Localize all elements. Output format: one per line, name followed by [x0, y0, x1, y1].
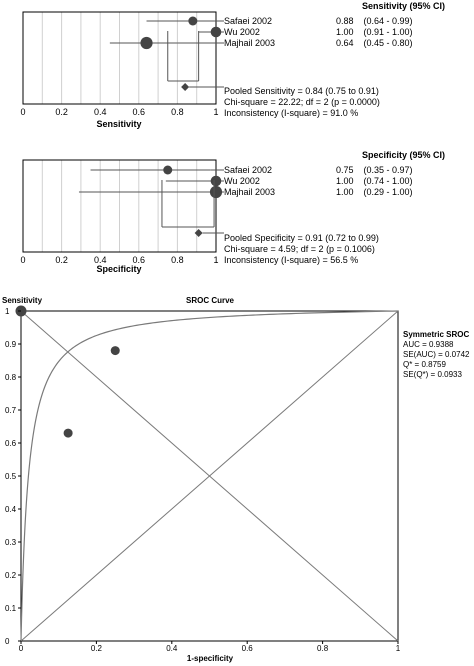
sroc-title: SROC Curve: [186, 296, 235, 305]
sensitivity-tick-labels: 0 0.2 0.4 0.6 0.8 1: [20, 107, 218, 117]
spec-tick-label: 0.6: [133, 255, 146, 265]
sroc-y-tick-label: 0.2: [5, 571, 17, 580]
sroc-y-tick-label: 0: [5, 637, 10, 646]
spec-chisq-text: Chi-square = 4.59; df = 2 (p = 0.1006): [224, 244, 375, 254]
sens-tick-label: 0.6: [133, 107, 146, 117]
sensitivity-marks: [109, 16, 224, 91]
sroc-symmetry-line: [20, 310, 399, 642]
sensitivity-forest-plot: 0 0.2 0.4 0.6 0.8 1 Sensitivity Sensitivity (…: [20, 1, 445, 129]
sens-study-ci-2: 1.00 (0.91 - 1.00): [336, 27, 413, 37]
spec-tick-label: 0.2: [55, 255, 68, 265]
sroc-x-tick-label: 0.4: [166, 644, 178, 653]
sroc-y-tick-label: 0.3: [5, 538, 17, 547]
spec-study-point: [210, 175, 222, 187]
sensitivity-gridlines: [41, 12, 198, 104]
sroc-plot: 0 0.2 0.4 0.6 0.8 1 0 0.1 0.2 0.3 0.4 0.5 0.6 0.7 0.8 0…: [2, 296, 470, 663]
sroc-x-tick-label: 0: [19, 644, 24, 653]
spec-study-label-3: Majhail 2003: [224, 187, 275, 197]
sroc-x-tick-label: 0.6: [242, 644, 254, 653]
sroc-tick-labels: 0 0.2 0.4 0.6 0.8 1 0 0.1 0.2 0.3 0.4 0.5 0.6 0.7 0.8 0…: [5, 307, 401, 653]
sroc-y-tick-label: 0.8: [5, 373, 17, 382]
spec-study-label-1: Safaei 2002: [224, 165, 272, 175]
sroc-y-tick-label: 0.5: [5, 472, 17, 481]
spec-tick-label: 1: [213, 255, 218, 265]
sroc-study-point: [63, 428, 73, 438]
sroc-y-axis-label: Sensitivity: [2, 296, 43, 305]
specificity-ci-header: Specificity (95% CI): [362, 150, 445, 160]
sens-pooled-text: Pooled Sensitivity = 0.84 (0.75 to 0.91): [224, 86, 379, 96]
specificity-tick-labels: 0 0.2 0.4 0.6 0.8 1: [20, 255, 218, 265]
sens-study-label-3: Majhail 2003: [224, 38, 275, 48]
spec-tick-label: 0.4: [94, 255, 107, 265]
sroc-points: [15, 305, 120, 438]
sensitivity-axis-label: Sensitivity: [96, 119, 141, 129]
sroc-auc: AUC = 0.9388: [403, 340, 454, 349]
specificity-plot-frame: [22, 159, 217, 253]
sens-study-label-1: Safaei 2002: [224, 16, 272, 26]
spec-study-point: [209, 185, 223, 199]
sens-tick-label: 0.8: [171, 107, 184, 117]
sroc-y-tick-label: 0.4: [5, 505, 17, 514]
spec-tick-label: 0: [20, 255, 25, 265]
sensitivity-ci-header: Sensitivity (95% CI): [362, 1, 445, 11]
spec-pooled-diamond: [194, 229, 203, 237]
sroc-x-tick-label: 0.8: [317, 644, 329, 653]
sroc-se-auc: SE(AUC) = 0.0742: [403, 350, 470, 359]
sensitivity-plot-frame: [22, 11, 217, 105]
sens-chisq-text: Chi-square = 22.22; df = 2 (p = 0.0000): [224, 97, 380, 107]
specificity-marks: [78, 165, 224, 237]
sroc-curve: [20, 310, 399, 641]
sroc-y-tick-label: 0.7: [5, 406, 17, 415]
sens-tick-label: 0.4: [94, 107, 107, 117]
spec-tick-label: 0.8: [171, 255, 184, 265]
spec-study-ci-3: 1.00 (0.29 - 1.00): [336, 187, 413, 197]
sens-study-point: [140, 36, 153, 50]
sroc-q-star: Q* = 0.8759: [403, 360, 446, 369]
specificity-forest-plot: 0 0.2 0.4 0.6 0.8 1 Specificity Specificity (…: [20, 150, 445, 274]
sroc-study-point: [110, 346, 120, 356]
spec-study-ci-2: 1.00 (0.74 - 1.00): [336, 176, 413, 186]
sroc-x-axis-label: 1-specificity: [187, 654, 234, 663]
sens-tick-label: 0.2: [55, 107, 68, 117]
sroc-y-tick-label: 0.6: [5, 439, 17, 448]
sroc-se-q-star: SE(Q*) = 0.0933: [403, 370, 462, 379]
sens-study-ci-1: 0.88 (0.64 - 0.99): [336, 16, 413, 26]
sroc-summary-title: Symmetric SROC: [403, 330, 469, 339]
specificity-gridlines: [41, 160, 198, 252]
spec-study-label-2: Wu 2002: [224, 176, 260, 186]
sens-tick-label: 0: [20, 107, 25, 117]
spec-inconsistency-text: Inconsistency (I-square) = 56.5 %: [224, 255, 358, 265]
sroc-y-tick-label: 0.1: [5, 604, 17, 613]
spec-study-point: [163, 165, 173, 175]
sens-study-point: [188, 16, 198, 26]
sroc-x-tick-label: 0.2: [91, 644, 103, 653]
sroc-x-tick-label: 1: [396, 644, 401, 653]
spec-pooled-text: Pooled Specificity = 0.91 (0.72 to 0.99): [224, 233, 379, 243]
specificity-axis-label: Specificity: [96, 264, 141, 274]
sroc-lines: [20, 310, 399, 642]
spec-study-ci-1: 0.75 (0.35 - 0.97): [336, 165, 413, 175]
sroc-y-tick-label: 0.9: [5, 340, 17, 349]
sens-pooled-diamond: [181, 83, 190, 91]
sroc-y-tick-label: 1: [5, 307, 10, 316]
sens-tick-label: 1: [213, 107, 218, 117]
sens-study-point: [210, 26, 222, 38]
sens-inconsistency-text: Inconsistency (I-square) = 91.0 %: [224, 108, 358, 118]
sens-study-ci-3: 0.64 (0.45 - 0.80): [336, 38, 413, 48]
sens-study-label-2: Wu 2002: [224, 27, 260, 37]
